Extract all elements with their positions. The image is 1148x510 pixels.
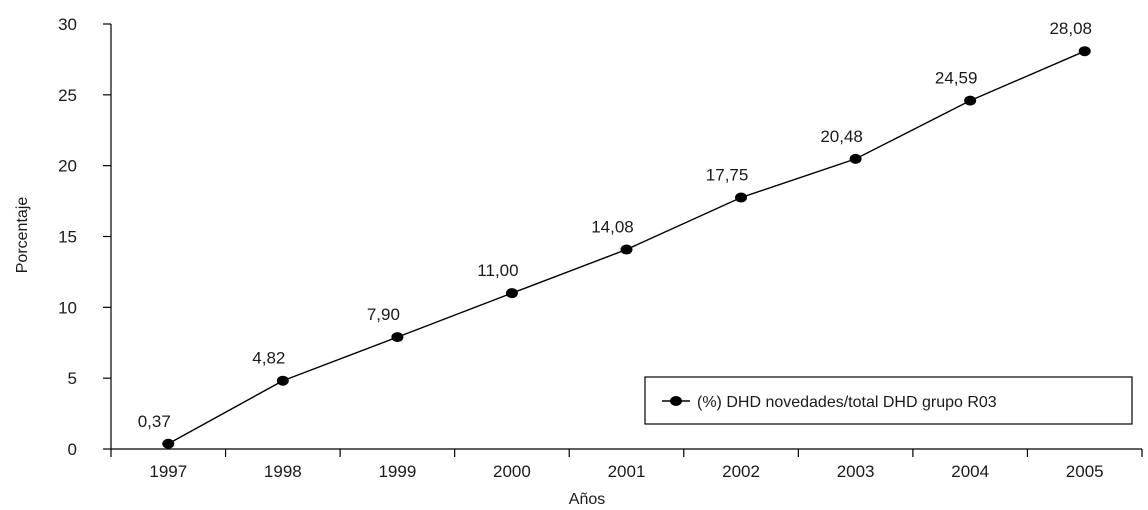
data-label: 7,90: [367, 305, 400, 324]
data-point: [505, 288, 518, 299]
data-label: 17,75: [706, 166, 749, 185]
data-label: 28,08: [1049, 19, 1092, 38]
data-label: 4,82: [252, 349, 285, 368]
data-point: [620, 244, 633, 255]
y-tick-label: 10: [58, 298, 77, 317]
x-tick-label: 2003: [837, 462, 875, 481]
x-tick-label: 1997: [149, 462, 187, 481]
data-label: 14,08: [591, 218, 634, 237]
x-tick-label: 2002: [722, 462, 760, 481]
y-tick-label: 25: [58, 86, 77, 105]
data-point: [849, 153, 862, 164]
data-point: [162, 438, 175, 449]
y-tick-label: 15: [58, 228, 77, 247]
x-tick-label: 2000: [493, 462, 531, 481]
x-tick-label: 1999: [378, 462, 416, 481]
y-tick-label: 5: [68, 369, 77, 388]
data-point: [276, 375, 289, 386]
y-axis-title: Porcentaje: [14, 197, 31, 274]
data-point: [735, 192, 748, 203]
data-point: [1078, 46, 1091, 57]
legend-marker: [670, 396, 682, 406]
data-label: 0,37: [138, 412, 171, 431]
data-point: [964, 95, 977, 106]
y-axis-ticks: 0 5 10 15 20 25 30: [58, 15, 111, 459]
y-tick-label: 20: [58, 157, 77, 176]
series-group: 0,37 4,82 7,90 11,00 14,08 17,75 20,48 24,59 28,…: [138, 19, 1092, 449]
data-label: 11,00: [477, 261, 518, 280]
x-tick-label: 2005: [1066, 462, 1104, 481]
x-tick-label: 2004: [951, 462, 989, 481]
x-axis-ticks: 1997 1998 1999 2000 2001 2002 2003 2004 2005: [110, 449, 1143, 481]
legend-label: (%) DHD novedades/total DHD grupo R03: [697, 394, 997, 411]
legend-box: [644, 376, 1133, 425]
legend: (%) DHD novedades/total DHD grupo R03: [644, 376, 1133, 425]
data-label: 24,59: [935, 69, 978, 88]
y-tick-label: 30: [58, 15, 77, 34]
data-label: 20,48: [820, 127, 863, 146]
y-tick-label: 0: [68, 440, 77, 459]
x-tick-label: 2001: [608, 462, 646, 481]
x-tick-label: 1998: [264, 462, 302, 481]
x-axis-title: Años: [569, 491, 605, 508]
data-point: [391, 332, 404, 343]
